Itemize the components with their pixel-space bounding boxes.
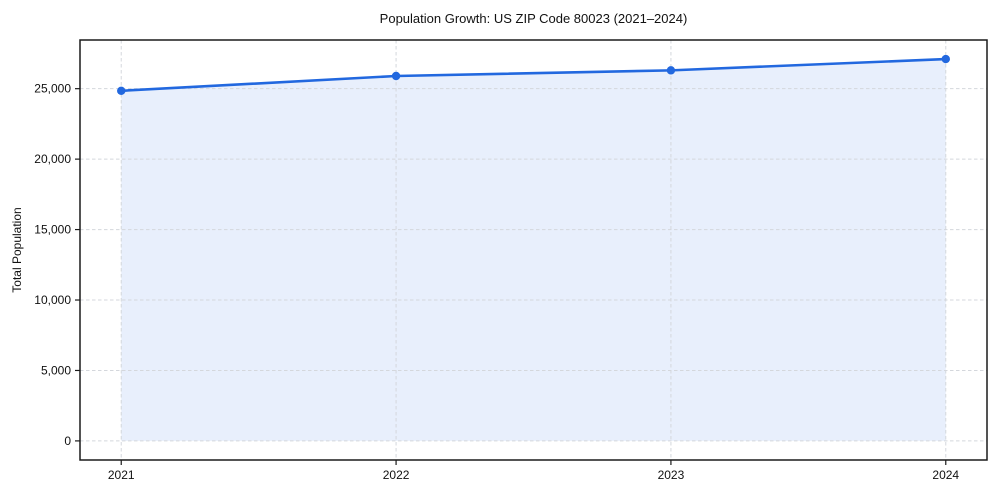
data-point [666, 66, 676, 75]
area-fill [121, 59, 946, 441]
y-tick-label: 10,000 [34, 293, 71, 307]
data-point [391, 71, 401, 81]
y-tick-label: 15,000 [34, 223, 71, 237]
data-point [117, 86, 126, 95]
data-point [941, 54, 950, 64]
x-tick-label: 2024 [932, 468, 959, 482]
x-tick-label: 2023 [658, 468, 685, 482]
x-tick-label: 2021 [108, 468, 135, 482]
chart-title: Population Growth: US ZIP Code 80023 (20… [379, 11, 688, 26]
y-tick-label: 20,000 [34, 152, 71, 166]
y-tick-label: 25,000 [34, 82, 71, 96]
y-tick-label: 0 [64, 434, 71, 448]
x-tick-label: 2022 [383, 468, 410, 482]
plot-box-spines [79, 39, 988, 461]
data-line [119, 57, 948, 93]
y-tick-label: 5,000 [41, 363, 71, 377]
y-axis-label: Total Population [10, 207, 24, 293]
